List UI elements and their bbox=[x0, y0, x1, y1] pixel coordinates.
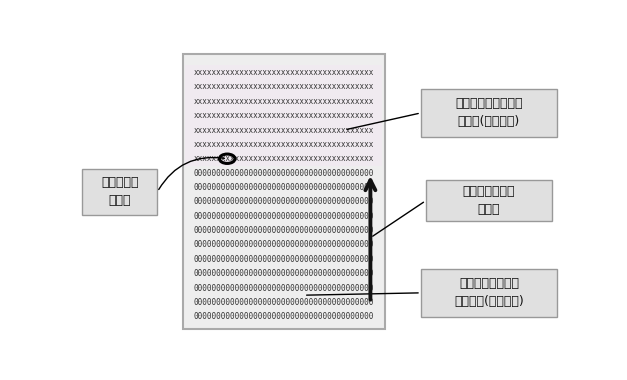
Text: 000000000000000000000000000000000000000: 000000000000000000000000000000000000000 bbox=[194, 283, 374, 293]
Bar bbox=[183, 54, 384, 329]
Text: 000000000000000000000000000000000000000: 000000000000000000000000000000000000000 bbox=[194, 212, 374, 221]
Text: 000000000000000000000000000000000000000: 000000000000000000000000000000000000000 bbox=[194, 312, 374, 321]
Text: xxxxxxxxxxxxxxxxxxxxxxxxxxxxxxxxxxxxxxx: xxxxxxxxxxxxxxxxxxxxxxxxxxxxxxxxxxxxxxx bbox=[194, 125, 374, 135]
Text: 第一触摸操
作触点: 第一触摸操 作触点 bbox=[101, 176, 139, 207]
Text: 第一触摸未经过的
页面信息(文本信息): 第一触摸未经过的 页面信息(文本信息) bbox=[454, 277, 524, 308]
Text: 第一触摸操经过的页
面信息(文本信息): 第一触摸操经过的页 面信息(文本信息) bbox=[455, 97, 523, 128]
Text: 000000000000000000000000000000000000000: 000000000000000000000000000000000000000 bbox=[194, 183, 374, 192]
Bar bbox=[421, 89, 557, 137]
Text: xxxxxxxxxxxxxxxxxxxxxxxxxxxxxxxxxxxxxxx: xxxxxxxxxxxxxxxxxxxxxxxxxxxxxxxxxxxxxxx bbox=[194, 111, 374, 120]
Bar bbox=[185, 65, 382, 166]
Text: 000000000000000000000000000000000000000: 000000000000000000000000000000000000000 bbox=[194, 226, 374, 235]
Text: xxxxxxxxxxxxxxxxxxxxxxxxxxxxxxxxxxxxxxx: xxxxxxxxxxxxxxxxxxxxxxxxxxxxxxxxxxxxxxx bbox=[194, 97, 374, 106]
Text: 000000000000000000000000000000000000000: 000000000000000000000000000000000000000 bbox=[194, 255, 374, 264]
Text: 000000000000000000000000000000000000000: 000000000000000000000000000000000000000 bbox=[194, 298, 374, 307]
Bar bbox=[421, 269, 557, 317]
Text: 000000000000000000000000000000000000000: 000000000000000000000000000000000000000 bbox=[194, 269, 374, 278]
Text: xxxxxxxxxxxxxxxxxxxxxxxxxxxxxxxxxxxxxxx: xxxxxxxxxxxxxxxxxxxxxxxxxxxxxxxxxxxxxxx bbox=[194, 68, 374, 77]
Text: 000000000000000000000000000000000000000: 000000000000000000000000000000000000000 bbox=[194, 169, 374, 177]
Bar bbox=[82, 169, 157, 215]
Text: 000000000000000000000000000000000000000: 000000000000000000000000000000000000000 bbox=[194, 241, 374, 249]
Text: 000000000000000000000000000000000000000: 000000000000000000000000000000000000000 bbox=[194, 197, 374, 206]
Bar bbox=[426, 180, 552, 221]
Text: xxxxxxxxxxxxxxxxxxxxxxxxxxxxxxxxxxxxxxx: xxxxxxxxxxxxxxxxxxxxxxxxxxxxxxxxxxxxxxx bbox=[194, 82, 374, 92]
Text: 第二触摸操作向
上滑动: 第二触摸操作向 上滑动 bbox=[463, 185, 515, 216]
Text: xxxxxxxxxxxxxxxxxxxxxxxxxxxxxxxxxxxxxxx: xxxxxxxxxxxxxxxxxxxxxxxxxxxxxxxxxxxxxxx bbox=[194, 140, 374, 149]
Text: xxxxxxxxxxxxxxxxxxxxxxxxxxxxxxxxxxxxxxx: xxxxxxxxxxxxxxxxxxxxxxxxxxxxxxxxxxxxxxx bbox=[194, 154, 374, 163]
